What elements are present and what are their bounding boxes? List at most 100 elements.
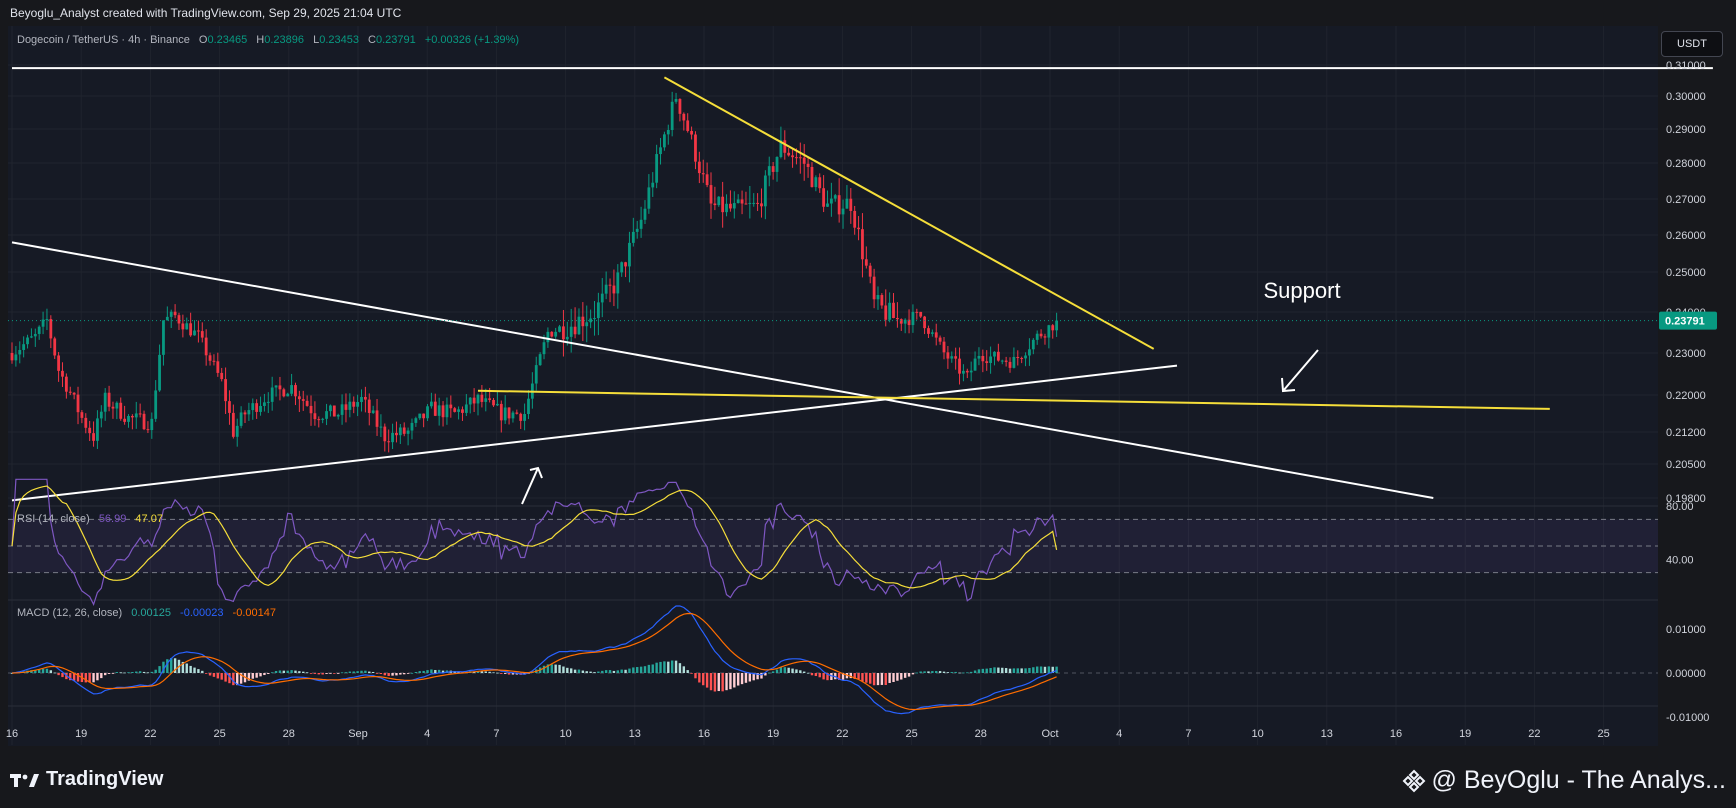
time-tick-label: 10 [1251, 728, 1263, 740]
macd-histogram-bar [185, 663, 188, 673]
macd-histogram-bar [853, 673, 856, 680]
macd-histogram-bar [305, 672, 309, 674]
candle-body [228, 401, 231, 413]
macd-histogram-bar [154, 669, 157, 673]
macd-histogram-bar [872, 673, 876, 686]
macd-tick-label: -0.01000 [1666, 712, 1709, 724]
macd-histogram-bar [232, 673, 235, 686]
macd-histogram-bar [647, 664, 651, 673]
macd-histogram-bar [88, 673, 91, 683]
candle-body [200, 331, 204, 338]
price-tick-label: 0.27000 [1666, 194, 1706, 206]
macd-histogram-bar [1024, 668, 1027, 673]
price-tick-label: 0.19800 [1666, 493, 1706, 505]
macd-histogram-bar [698, 673, 701, 683]
rsi-label: RSI (14, close) [17, 513, 90, 525]
candle-body [461, 409, 464, 413]
candle-body [938, 337, 942, 342]
macd-histogram-bar [228, 673, 231, 684]
candle-body [934, 332, 938, 338]
ascending-line [11, 364, 1178, 502]
candle-body [1000, 360, 1004, 362]
candle-body [996, 351, 1000, 361]
rsi-tick-label: 80.00 [1666, 501, 1694, 513]
macd-histogram-bar [636, 667, 639, 673]
candle-body [647, 187, 651, 209]
macd-histogram-bar [430, 669, 433, 673]
macd-histogram-bar [542, 665, 546, 673]
candle-body [507, 407, 511, 419]
candle-body [562, 326, 565, 340]
time-tick-label: 28 [975, 728, 987, 740]
candle-body [616, 272, 620, 294]
macd-histogram-bar [725, 673, 728, 691]
rsi-ma-line [11, 485, 1058, 589]
macd-histogram-bar [197, 669, 200, 673]
macd-histogram-bar [309, 673, 313, 674]
candle-body [197, 330, 200, 332]
macd-histogram-bar [371, 671, 375, 673]
macd-histogram-bar [267, 673, 270, 674]
candle-body [266, 401, 270, 403]
macd-histogram-bar [1032, 667, 1035, 673]
price-tick-label: 0.22000 [1666, 390, 1706, 402]
candle-body [604, 284, 608, 294]
macd-tick-label: 0.00000 [1666, 668, 1706, 680]
candle-body [472, 397, 476, 404]
candle-body [329, 405, 332, 412]
currency-button[interactable]: USDT [1661, 31, 1723, 57]
candle-body [872, 276, 876, 300]
trend-drawings [11, 67, 1713, 502]
candle-body [437, 405, 441, 416]
indicator-lines [10, 478, 1058, 715]
macd-histogram-bar [379, 673, 383, 675]
macd-histogram-bar [146, 672, 150, 674]
candle-body [977, 355, 981, 359]
macd-histogram-bar [903, 673, 907, 678]
candle-body [876, 295, 880, 300]
macd-histogram-bar [775, 669, 779, 673]
candle-body [717, 196, 721, 206]
macd-histogram-bar [131, 672, 134, 673]
macd-histogram-bar [356, 671, 359, 673]
candle-body [542, 342, 546, 355]
macd-histogram-bar [942, 671, 946, 673]
macd-histogram-bar [53, 672, 56, 674]
candle-body [864, 259, 868, 266]
macd-histogram-bar [239, 673, 243, 684]
candle-body [185, 323, 189, 330]
candle-body [798, 157, 802, 159]
candle-body [480, 394, 484, 402]
candle-body [61, 370, 64, 377]
plot-background [8, 26, 1658, 746]
macd-histogram-bar [620, 669, 623, 673]
candle-body [154, 390, 158, 419]
macd-histogram-bar [410, 672, 414, 674]
macd-histogram-bar [484, 671, 487, 673]
time-tick-label: 4 [1116, 728, 1122, 740]
tradingview-logo[interactable]: TradingView [10, 768, 163, 791]
candle-body [697, 161, 701, 174]
candle-body [709, 185, 713, 204]
candle-body [496, 403, 499, 406]
candle-body [534, 365, 538, 384]
macd-histogram-bar [399, 673, 402, 675]
candle-body [760, 203, 763, 207]
candle-body [1008, 361, 1012, 368]
candle-body [853, 210, 857, 228]
macd-signal-line [11, 612, 1057, 711]
macd-histogram-bar [69, 673, 72, 681]
rsi-legend: RSI (14, close) 56.99 47.07 [17, 513, 163, 525]
macd-histogram-bar [803, 671, 806, 673]
candle-body [942, 341, 946, 353]
macd-histogram-bar [888, 673, 891, 683]
candle-body [655, 154, 659, 183]
macd-histogram-bar [41, 668, 45, 673]
rsi-value: 56.99 [98, 513, 127, 525]
candle-body [767, 166, 771, 176]
candle-body [169, 311, 173, 317]
macd-histogram-bar [340, 672, 344, 674]
macd-histogram-bar [251, 673, 254, 679]
candle-body [523, 414, 526, 421]
